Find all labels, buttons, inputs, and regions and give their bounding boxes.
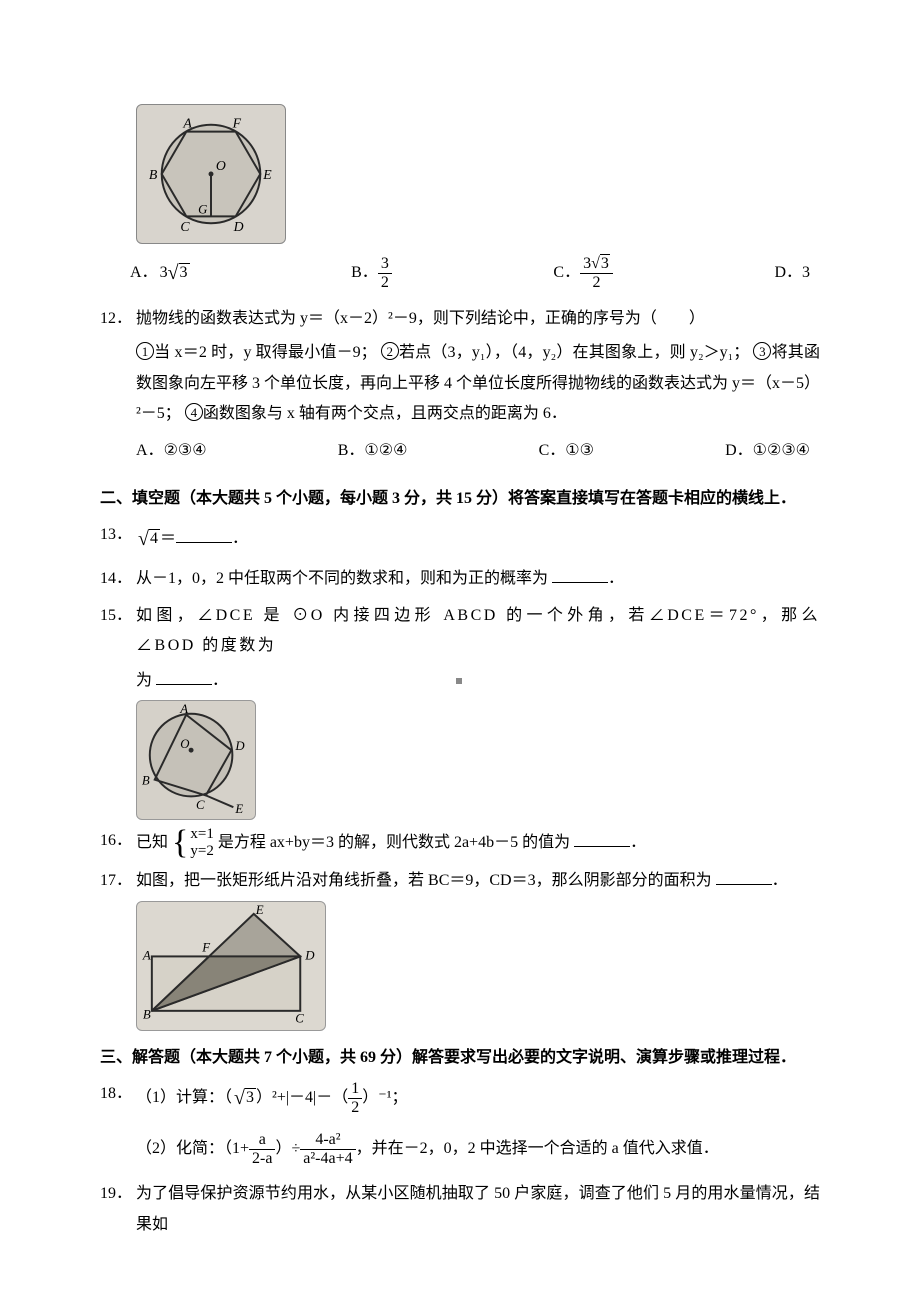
q12-statements: 1当 x＝2 时，y 取得最小值－9； 2若点（3，y₁），（4，y₂）在其图象…	[100, 338, 820, 429]
opt-label: C．	[553, 258, 580, 288]
question-text: （1）计算：（√3）²+|－4|－（12）⁻¹；	[136, 1079, 820, 1117]
svg-text:E: E	[262, 167, 272, 182]
section-3-header: 三、解答题（本大题共 7 个小题，共 69 分）解答要求写出必要的文字说明、演算…	[100, 1043, 820, 1073]
q12-opt-c: C．①③	[539, 436, 594, 466]
equation-system: { x=1 y=2	[172, 826, 214, 861]
circled-4: 4	[185, 403, 203, 421]
q11-opt-d: D． 3	[774, 258, 810, 288]
fraction: 3 2	[378, 255, 392, 291]
q12-options: A．②③④ B．①②④ C．①③ D．①②③④	[100, 430, 820, 472]
question-text: 如图，把一张矩形纸片沿对角线折叠，若 BC＝9，CD＝3，那么阴影部分的面积为 …	[136, 866, 820, 896]
svg-text:A: A	[182, 116, 192, 131]
fraction: 12	[348, 1080, 362, 1116]
answer-blank	[574, 829, 630, 847]
q11-opt-c: C． 3√3 2	[553, 255, 612, 291]
svg-text:B: B	[142, 773, 150, 787]
sqrt-expr: √4	[136, 520, 160, 558]
svg-text:C: C	[196, 798, 205, 812]
opt-label: D．	[774, 258, 802, 288]
svg-text:D: D	[304, 948, 315, 962]
question-number: 16．	[100, 826, 132, 856]
svg-text:C: C	[295, 1012, 304, 1026]
question-text: 抛物线的函数表达式为 y＝（x－2）²－9，则下列结论中，正确的序号为（ ）	[136, 304, 820, 334]
q15-continuation: 为 ．	[100, 666, 820, 696]
question-number: 17．	[100, 866, 132, 896]
svg-text:E: E	[234, 802, 243, 816]
svg-text:A: A	[142, 948, 151, 962]
svg-text:O: O	[216, 158, 226, 173]
question-text: 已知 { x=1 y=2 是方程 ax+by＝3 的解，则代数式 2a+4b－5…	[136, 826, 820, 861]
svg-text:B: B	[143, 1008, 151, 1022]
svg-text:D: D	[233, 219, 244, 234]
q12: 12． 抛物线的函数表达式为 y＝（x－2）²－9，则下列结论中，正确的序号为（…	[100, 304, 820, 334]
question-number: 14．	[100, 564, 132, 594]
q17: 17． 如图，把一张矩形纸片沿对角线折叠，若 BC＝9，CD＝3，那么阴影部分的…	[100, 866, 820, 896]
q16: 16． 已知 { x=1 y=2 是方程 ax+by＝3 的解，则代数式 2a+…	[100, 826, 820, 861]
question-number: 18．	[100, 1079, 132, 1109]
question-number: 12．	[100, 304, 132, 334]
svg-text:F: F	[232, 116, 242, 131]
fraction: 4-a²a²-4a+4	[300, 1131, 355, 1167]
question-text: √4＝．	[136, 520, 820, 558]
q19: 19． 为了倡导保护资源节约用水，从某小区随机抽取了 50 户家庭，调查了他们 …	[100, 1179, 820, 1240]
svg-text:F: F	[201, 940, 210, 954]
svg-text:C: C	[180, 219, 190, 234]
answer-blank	[176, 526, 232, 544]
answer-blank	[716, 868, 772, 886]
opt-label: A．	[130, 258, 158, 288]
q15: 15． 如图，∠DCE 是 ⊙O 内接四边形 ABCD 的一个外角，若∠DCE＝…	[100, 601, 820, 662]
answer-blank	[552, 566, 608, 584]
opt-value: 3	[802, 258, 810, 288]
opt-value: 3√3	[158, 254, 190, 292]
q12-opt-a: A．②③④	[136, 436, 207, 466]
q14: 14． 从－1，0，2 中任取两个不同的数求和，则和为正的概率为 ．	[100, 564, 820, 594]
q12-opt-d: D．①②③④	[725, 436, 810, 466]
q11-opt-a: A． 3√3	[130, 254, 190, 292]
q18-part2: （2）化简：（1+a2-a）÷4-a²a²-4a+4，并在－2，0，2 中选择一…	[100, 1131, 820, 1167]
question-text: 如图，∠DCE 是 ⊙O 内接四边形 ABCD 的一个外角，若∠DCE＝72°，…	[136, 601, 820, 662]
q12-opt-b: B．①②④	[338, 436, 408, 466]
question-number: 13．	[100, 520, 132, 550]
circled-1: 1	[136, 342, 154, 360]
svg-text:B: B	[149, 167, 158, 182]
q15-figure: A B C D E O	[136, 700, 256, 820]
q11-figure: A F B E C D O G	[136, 104, 286, 244]
answer-blank	[156, 667, 212, 685]
q13: 13． √4＝．	[100, 520, 820, 558]
svg-text:E: E	[255, 903, 264, 917]
fraction: a2-a	[249, 1131, 275, 1167]
q17-figure: A B C D E F	[136, 901, 326, 1031]
question-text: 为了倡导保护资源节约用水，从某小区随机抽取了 50 户家庭，调查了他们 5 月的…	[136, 1179, 820, 1240]
sqrt-expr: √3	[232, 1079, 256, 1117]
svg-text:O: O	[180, 737, 189, 751]
q11-opt-b: B． 3 2	[351, 255, 392, 291]
circled-2: 2	[381, 342, 399, 360]
opt-label: B．	[351, 258, 378, 288]
fraction: 3√3 2	[580, 255, 613, 291]
question-number: 19．	[100, 1179, 132, 1209]
question-number: 15．	[100, 601, 132, 631]
circled-3: 3	[753, 342, 771, 360]
question-text: 从－1，0，2 中任取两个不同的数求和，则和为正的概率为 ．	[136, 564, 820, 594]
section-2-header: 二、填空题（本大题共 5 个小题，每小题 3 分，共 15 分）将答案直接填写在…	[100, 484, 820, 514]
svg-text:A: A	[179, 702, 188, 716]
q18: 18． （1）计算：（√3）²+|－4|－（12）⁻¹；	[100, 1079, 820, 1117]
svg-text:G: G	[198, 202, 207, 216]
svg-text:D: D	[234, 739, 245, 753]
q11-options: A． 3√3 B． 3 2 C． 3√3 2 D． 3	[100, 248, 820, 298]
